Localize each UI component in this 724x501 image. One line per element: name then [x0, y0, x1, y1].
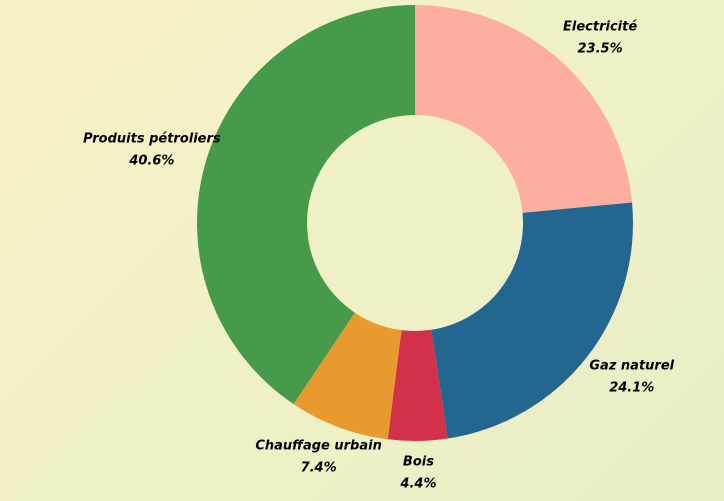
slice-value-label: 4.4% [399, 476, 436, 491]
donut-slice [415, 5, 633, 213]
slice-value-label: 23.5% [578, 42, 623, 57]
donut-slice [387, 329, 448, 442]
donut-slice [197, 5, 415, 405]
slice-label: Electricité [563, 20, 637, 35]
slice-value-label: 7.4% [301, 461, 337, 476]
slice-value-label: 40.6% [128, 154, 174, 169]
slice-label: Bois [403, 454, 434, 469]
slice-label: Chauffage urbain [255, 439, 382, 454]
donut-slice [431, 202, 634, 439]
slice-label: Produits pétroliers [83, 132, 221, 147]
slice-label: Gaz naturel [589, 358, 674, 373]
donut-slice [293, 312, 402, 440]
slice-value-label: 24.1% [609, 380, 654, 395]
